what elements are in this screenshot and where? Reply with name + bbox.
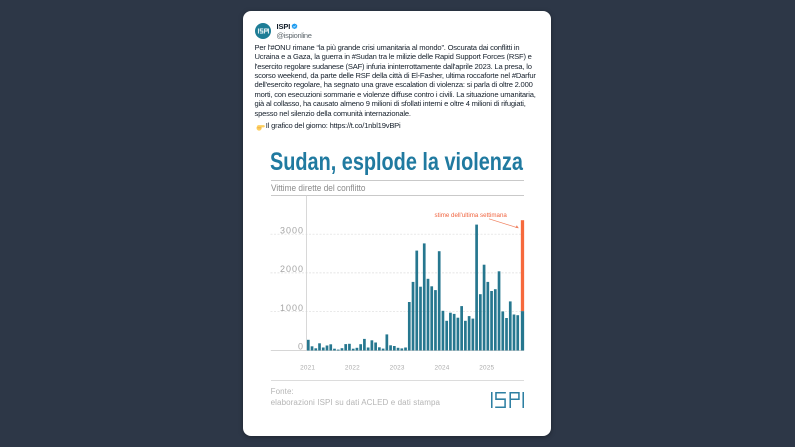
svg-text:2025: 2025 [479, 364, 494, 371]
svg-text:2024: 2024 [434, 364, 449, 371]
svg-text:2023: 2023 [390, 364, 405, 371]
svg-text:1000: 1000 [280, 302, 304, 312]
svg-text:0: 0 [298, 341, 304, 351]
svg-text:stime dell'ultima settimana: stime dell'ultima settimana [435, 211, 508, 218]
svg-text:2021: 2021 [300, 364, 315, 371]
svg-text:2022: 2022 [345, 364, 360, 371]
svg-text:2000: 2000 [280, 264, 304, 274]
svg-text:3000: 3000 [280, 225, 304, 235]
